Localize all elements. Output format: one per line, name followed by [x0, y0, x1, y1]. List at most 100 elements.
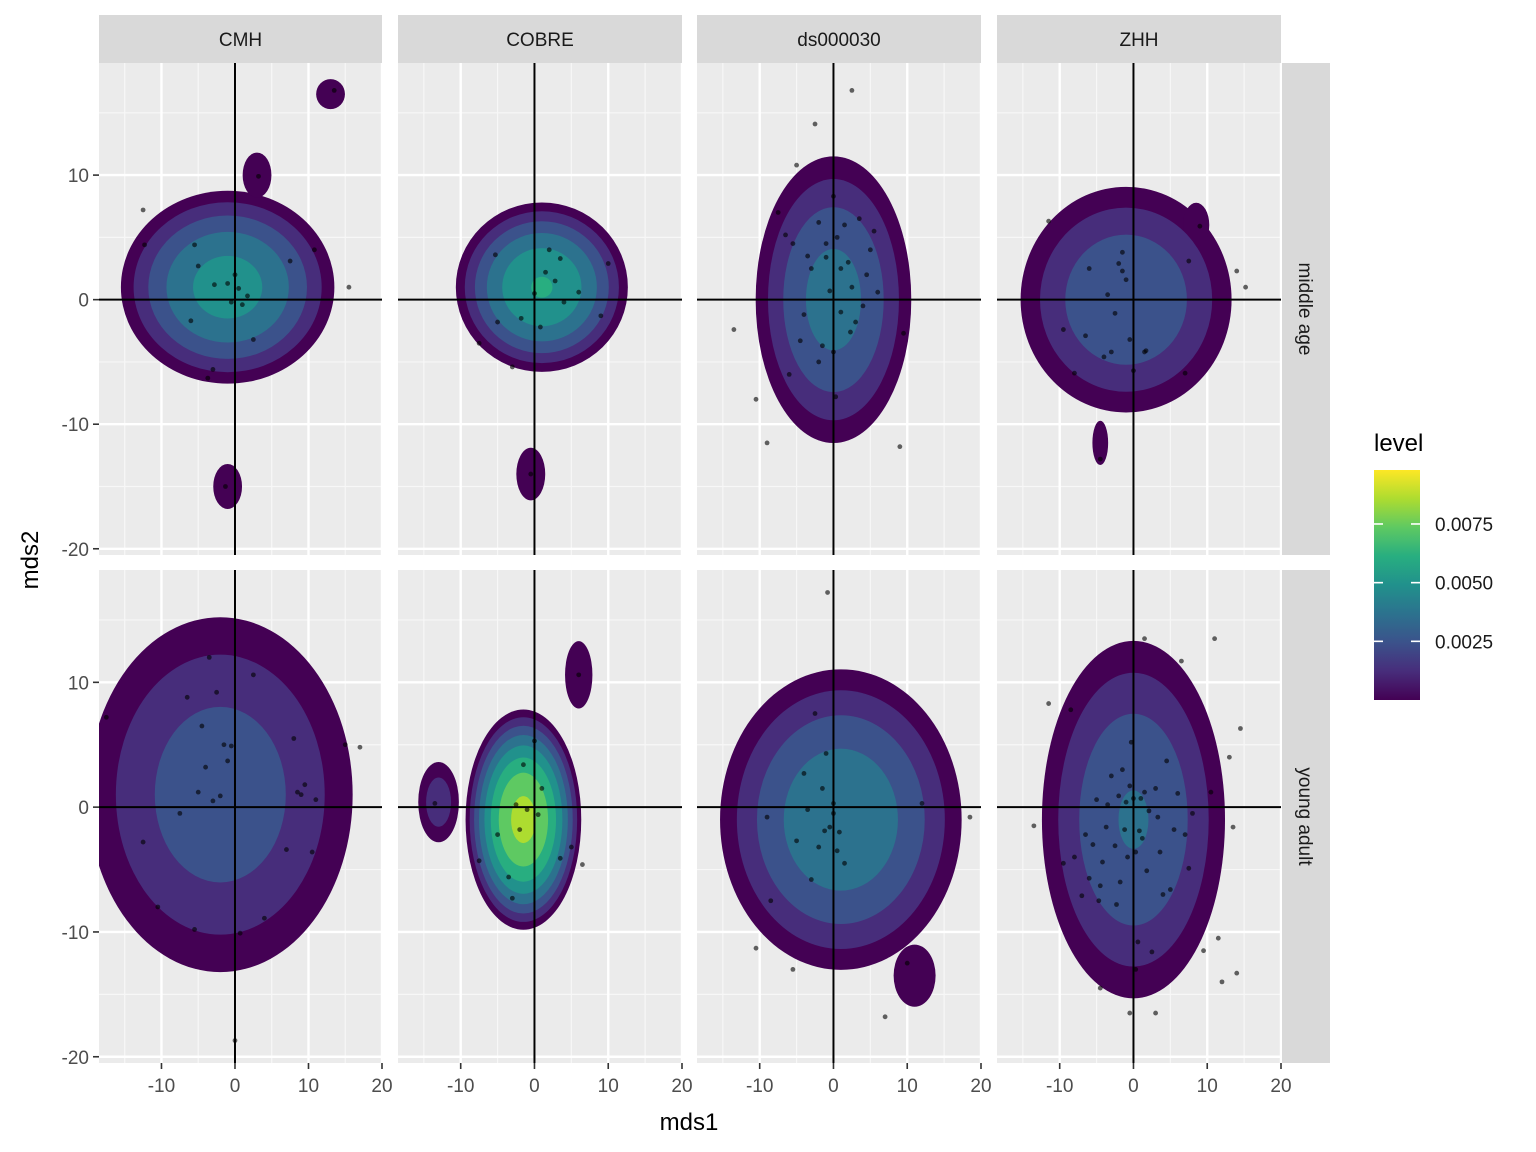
panel-ZHH-young-adult [997, 570, 1281, 1063]
data-point [850, 88, 855, 93]
data-point [842, 861, 847, 866]
data-point [212, 282, 217, 287]
data-point [1158, 850, 1163, 855]
data-point [432, 801, 437, 806]
contour-level-5 [193, 256, 262, 319]
data-point [1120, 250, 1125, 255]
data-point [1116, 794, 1121, 799]
data-point [288, 259, 293, 264]
data-point [838, 266, 843, 271]
legend-tick-label: 0.0075 [1435, 515, 1493, 536]
data-point [1068, 707, 1073, 712]
data-point [816, 220, 821, 225]
data-point [1150, 950, 1155, 955]
strip-label: young adult [1294, 767, 1315, 866]
contour-level-4 [784, 749, 898, 891]
data-point [754, 946, 759, 951]
data-point [1172, 827, 1177, 832]
data-point [835, 848, 840, 853]
data-point [1227, 755, 1232, 760]
data-point [1031, 823, 1036, 828]
data-point [1243, 285, 1248, 290]
data-point [538, 325, 543, 330]
data-point [1168, 887, 1173, 892]
data-point [553, 279, 558, 284]
panel-COBRE-young-adult [398, 570, 682, 1063]
panel-CMH-young-adult [88, 570, 382, 1063]
data-point [1124, 277, 1129, 282]
data-point [1118, 880, 1123, 885]
data-point [1183, 371, 1188, 376]
data-point [1102, 355, 1107, 360]
data-point [1127, 337, 1132, 342]
data-point [1137, 828, 1142, 833]
data-point [1197, 224, 1202, 229]
data-point [1234, 269, 1239, 274]
legend-colorbar [1374, 470, 1420, 700]
data-point [824, 751, 829, 756]
data-point [188, 318, 193, 323]
data-point [185, 695, 190, 700]
y-tick-label: -10 [62, 923, 89, 944]
data-point [798, 338, 803, 343]
data-point [1155, 815, 1160, 820]
data-point [192, 927, 197, 932]
data-point [1212, 636, 1217, 641]
data-point [831, 801, 836, 806]
data-point [218, 794, 223, 799]
strip-label: COBRE [506, 30, 574, 51]
data-point [1046, 701, 1051, 706]
data-point [543, 270, 548, 275]
panel-ds000030-young-adult [697, 570, 981, 1063]
data-point [783, 232, 788, 237]
data-point [142, 242, 147, 247]
strip-label: ZHH [1119, 30, 1158, 51]
data-point [1186, 866, 1191, 871]
data-point [1079, 893, 1084, 898]
data-point [838, 310, 843, 315]
data-point [809, 266, 814, 271]
data-point [1083, 333, 1088, 338]
data-point [802, 771, 807, 776]
x-tick-label: 20 [371, 1076, 392, 1097]
data-point [205, 376, 210, 381]
data-point [1131, 368, 1136, 373]
data-point [1144, 868, 1149, 873]
data-point [1061, 861, 1066, 866]
data-point [569, 845, 574, 850]
data-point [868, 247, 873, 252]
data-point [731, 327, 736, 332]
data-point [598, 313, 603, 318]
data-point [1109, 350, 1114, 355]
data-point [1153, 1011, 1158, 1016]
data-point [358, 745, 363, 750]
data-point [805, 807, 810, 812]
data-point [1114, 902, 1119, 907]
data-point [196, 264, 201, 269]
data-point [1116, 261, 1121, 266]
data-point [820, 343, 825, 348]
data-point [521, 762, 526, 767]
data-point [495, 320, 500, 325]
data-point [1238, 726, 1243, 731]
data-point [1104, 825, 1109, 830]
data-point [155, 905, 160, 910]
data-point [1220, 979, 1225, 984]
data-point [251, 672, 256, 677]
x-axis-title: mds1 [660, 1109, 719, 1136]
data-point [1142, 790, 1147, 795]
data-point [968, 815, 973, 820]
data-point [1135, 940, 1140, 945]
data-point [897, 444, 902, 449]
data-point [495, 832, 500, 837]
x-tick-label: -10 [1046, 1076, 1073, 1097]
data-point [477, 341, 482, 346]
data-point [805, 254, 810, 259]
data-point [831, 350, 836, 355]
data-point [850, 285, 855, 290]
data-point [1120, 269, 1125, 274]
data-point [901, 331, 906, 336]
data-point [831, 194, 836, 199]
panel-ZHH-middle-age [997, 63, 1281, 555]
data-point [848, 330, 853, 335]
